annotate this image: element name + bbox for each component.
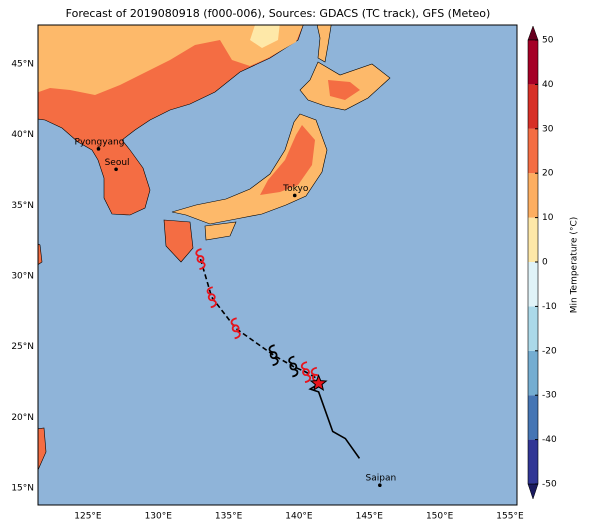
title: Forecast of 2019080918 (f000-006), Sourc… — [66, 7, 491, 20]
y-tick-label: 35°N — [11, 201, 34, 211]
y-tick-label: 20°N — [11, 413, 34, 423]
colorbar-tick-label: 40 — [542, 80, 554, 90]
colorbar-band — [528, 395, 538, 440]
cyclone-symbol — [230, 317, 241, 340]
sakhalin — [316, 25, 332, 63]
city-label: Tokyo — [282, 184, 309, 194]
colorbar-tick-label: 30 — [542, 124, 554, 134]
colorbar-band — [528, 173, 538, 218]
colorbar: 50 40 30 20 10 0 -10 -20 -30 -40 -50 — [527, 25, 557, 500]
map — [38, 25, 517, 505]
city-label: Seoul — [105, 158, 130, 168]
colorbar-tick-label: 10 — [542, 213, 554, 223]
forecast-track — [199, 258, 317, 379]
colorbar-label: Min Temperature (°C) — [570, 217, 580, 314]
cyclone-symbol — [300, 361, 312, 384]
honshu — [171, 113, 328, 225]
city-dot — [292, 193, 297, 198]
colorbar-tick-label: -20 — [542, 346, 557, 356]
x-tick-label: 130°E — [145, 512, 173, 522]
x-tick-label: 145°E — [356, 512, 384, 522]
colorbar-band — [528, 350, 538, 396]
past-track — [308, 384, 361, 459]
city-label: Saipan — [366, 474, 397, 484]
land — [38, 25, 391, 471]
city-label: Pyongyang — [75, 137, 125, 147]
honshu-inner — [260, 125, 315, 195]
track — [195, 248, 361, 459]
x-tick-label: 155°E — [496, 512, 524, 522]
y-tick-label: 15°N — [11, 484, 34, 494]
city-dot — [96, 147, 101, 151]
mainland-warm — [38, 25, 303, 95]
cyclone-symbol — [288, 355, 299, 378]
colorbar-tick-label: -30 — [542, 391, 557, 401]
x-tick-label: 135°E — [215, 512, 243, 522]
y-tick-label: 30°N — [11, 272, 34, 282]
kyushu — [163, 219, 194, 263]
map-frame — [37, 24, 518, 506]
colorbar-tick-label: -10 — [542, 302, 557, 312]
colorbar-tick-label: 20 — [542, 169, 554, 179]
colorbar-tick-label: 50 — [542, 36, 554, 46]
y-tick-label: 40°N — [11, 130, 34, 140]
x-tick-label: 150°E — [426, 512, 454, 522]
colorbar-extend-bottom — [527, 483, 539, 500]
colorbar-band — [528, 40, 538, 85]
city-dot — [378, 483, 382, 488]
hokkaido-inner — [328, 80, 360, 100]
colorbar-band — [528, 128, 538, 174]
x-tick-label: 125°E — [74, 512, 102, 522]
y-tick-label: 25°N — [11, 342, 34, 352]
colorbar-tick-label: -50 — [542, 480, 557, 490]
china-south — [38, 243, 43, 266]
shikoku — [204, 221, 237, 241]
mainland-cool — [250, 25, 280, 48]
colorbar-tick-label: -40 — [542, 435, 557, 445]
cyclone-symbol — [268, 344, 279, 367]
colorbar-tick-label: 0 — [542, 258, 548, 268]
colorbar-band — [528, 217, 538, 262]
current-position — [309, 374, 328, 392]
colorbar-band — [528, 439, 538, 484]
cyclone-symbol — [206, 286, 217, 309]
taiwan — [38, 427, 47, 471]
colorbar-extend-top — [527, 25, 539, 41]
y-tick-label: 45°N — [11, 60, 34, 70]
cyclone-symbol — [195, 248, 206, 270]
axes: 125°E 130°E 135°E 140°E 145°E 150°E 155°E 15°N 2… — [11, 60, 524, 522]
colorbar-band — [528, 306, 538, 351]
x-tick-label: 140°E — [285, 512, 313, 522]
colorbar-band — [528, 84, 538, 129]
city-dot — [114, 167, 118, 172]
colorbar-band — [528, 262, 538, 307]
